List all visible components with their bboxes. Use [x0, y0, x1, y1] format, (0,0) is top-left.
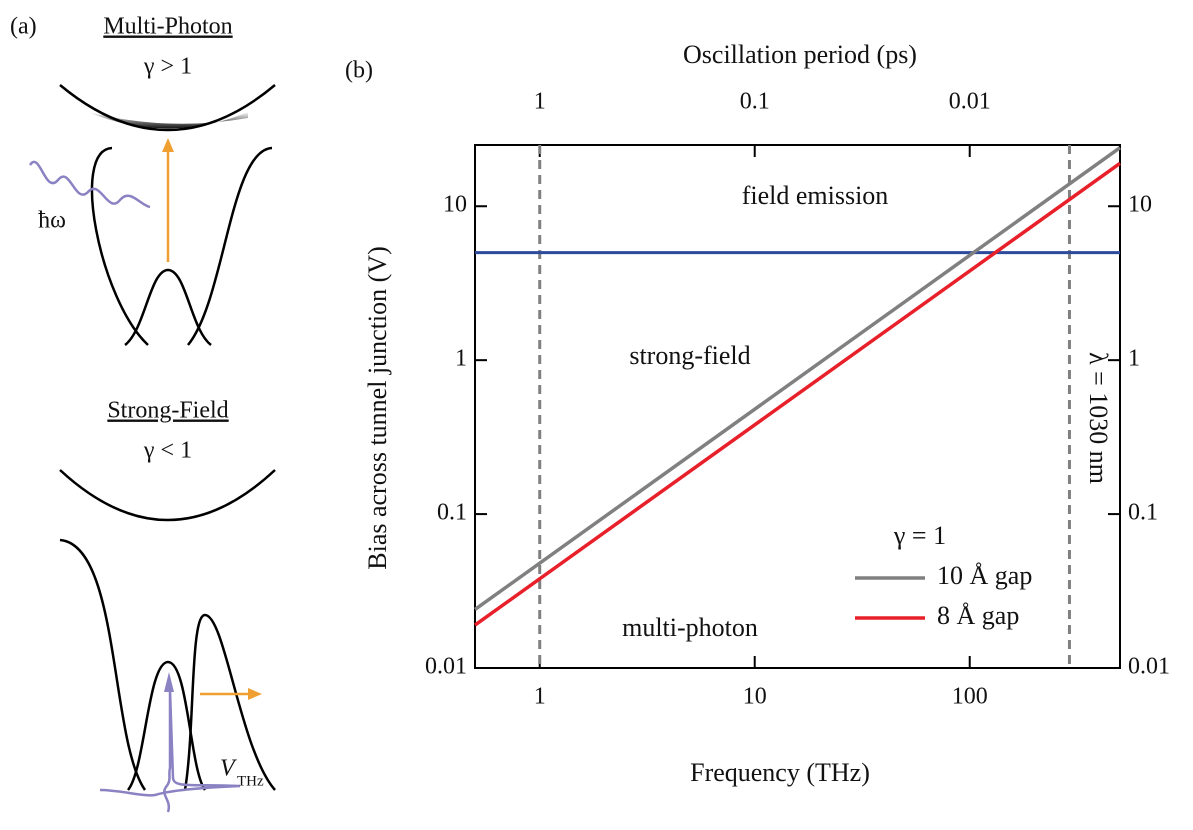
well — [90, 146, 149, 346]
data-line — [473, 146, 1122, 611]
barrier — [126, 660, 207, 791]
pulse — [99, 689, 241, 813]
x-axis-label: Frequency (THz) — [690, 758, 870, 787]
panel-label: (a) — [10, 14, 37, 40]
pulse-subscript: THz — [237, 773, 264, 789]
barrier — [183, 613, 276, 791]
photon-wave — [28, 160, 151, 209]
regime-condition: γ > 1 — [143, 54, 192, 80]
plot-frame — [474, 144, 1121, 669]
x2-tick-label: 1 — [534, 89, 546, 115]
band — [59, 84, 276, 132]
arrowhead — [248, 688, 262, 700]
regime-title: Strong-Field — [107, 398, 228, 424]
x2-tick-label: 0.1 — [740, 89, 770, 115]
annotation: λ = 1030 nm — [1084, 352, 1113, 484]
shading — [88, 112, 248, 129]
y-tick-label: 0.1 — [437, 500, 467, 526]
arrowhead — [162, 138, 174, 152]
annotation: strong-field — [629, 341, 750, 370]
data-line — [473, 161, 1122, 627]
y-tick-label: 10 — [443, 192, 467, 218]
y-tick-label: 1 — [455, 346, 467, 372]
panel-a: (a) Multi-Photon γ > 1 ħω Strong-Field γ… — [10, 14, 276, 813]
well — [187, 146, 273, 346]
annotation: multi-photon — [622, 613, 758, 642]
pulse-label: V — [220, 756, 237, 782]
x-tick-label: 100 — [952, 684, 988, 710]
x2-tick-label: 0.01 — [949, 89, 991, 115]
x-tick-label: 1 — [534, 684, 546, 710]
regime-condition: γ < 1 — [143, 438, 192, 464]
well — [59, 538, 147, 791]
band — [59, 469, 276, 522]
x2-axis-label: Oscillation period (ps) — [683, 40, 917, 69]
y2-tick-label: 1 — [1128, 346, 1140, 372]
x-tick-label: 10 — [743, 684, 767, 710]
y-tick-label: 0.01 — [425, 654, 467, 680]
y-axis-label: Bias across tunnel junction (V) — [363, 246, 392, 570]
photon-label: ħω — [38, 208, 66, 234]
arrowhead — [164, 672, 174, 692]
regime-title: Multi-Photon — [103, 14, 232, 40]
y2-tick-label: 0.1 — [1128, 500, 1158, 526]
legend-title: γ = 1 — [893, 521, 946, 550]
barrier — [124, 268, 212, 346]
panel-label: (b) — [345, 58, 373, 84]
y2-tick-label: 0.01 — [1128, 654, 1170, 680]
annotation: field emission — [742, 181, 889, 210]
legend-label: 8 Å gap — [937, 601, 1019, 630]
legend-label: 10 Å gap — [937, 561, 1032, 590]
y2-tick-label: 10 — [1128, 192, 1152, 218]
